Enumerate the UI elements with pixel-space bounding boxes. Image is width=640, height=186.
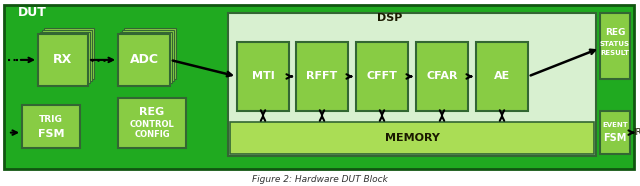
Text: REG: REG — [140, 107, 164, 117]
Text: RX: RX — [53, 53, 72, 66]
Bar — [118, 98, 186, 148]
Text: FSM: FSM — [38, 129, 64, 139]
Bar — [44, 28, 94, 79]
Text: CFAR: CFAR — [426, 71, 458, 81]
Bar — [230, 122, 594, 154]
Bar — [40, 32, 90, 83]
Bar — [42, 30, 92, 81]
Text: FSM: FSM — [604, 133, 627, 143]
Text: STATUS: STATUS — [600, 41, 630, 47]
Text: CFFT: CFFT — [367, 71, 397, 81]
Bar — [600, 111, 630, 154]
Bar — [356, 42, 408, 111]
Bar — [118, 34, 170, 86]
Bar — [296, 42, 348, 111]
Text: IRQ: IRQ — [633, 128, 640, 137]
Text: EVENT: EVENT — [602, 122, 628, 128]
Text: RESULT: RESULT — [600, 50, 630, 57]
Bar — [237, 42, 289, 111]
Bar — [38, 34, 88, 86]
Bar — [22, 105, 80, 148]
Bar — [120, 32, 172, 83]
Text: TRIG: TRIG — [39, 115, 63, 124]
Bar — [122, 30, 174, 81]
Bar — [600, 13, 630, 79]
Bar — [124, 28, 176, 79]
Text: MTI: MTI — [252, 71, 275, 81]
Text: AE: AE — [494, 71, 510, 81]
Bar — [416, 42, 468, 111]
Text: MEMORY: MEMORY — [385, 133, 440, 143]
Bar — [228, 13, 596, 156]
Text: REG: REG — [605, 28, 625, 37]
Text: RFFT: RFFT — [307, 71, 338, 81]
Text: CONFIG: CONFIG — [134, 130, 170, 139]
Text: Figure 2: Hardware DUT Block: Figure 2: Hardware DUT Block — [252, 175, 388, 184]
Text: CONTROL: CONTROL — [130, 120, 174, 129]
Text: ADC: ADC — [129, 53, 159, 66]
Text: DSP: DSP — [378, 13, 403, 23]
Bar — [476, 42, 528, 111]
Text: DUT: DUT — [18, 6, 47, 19]
